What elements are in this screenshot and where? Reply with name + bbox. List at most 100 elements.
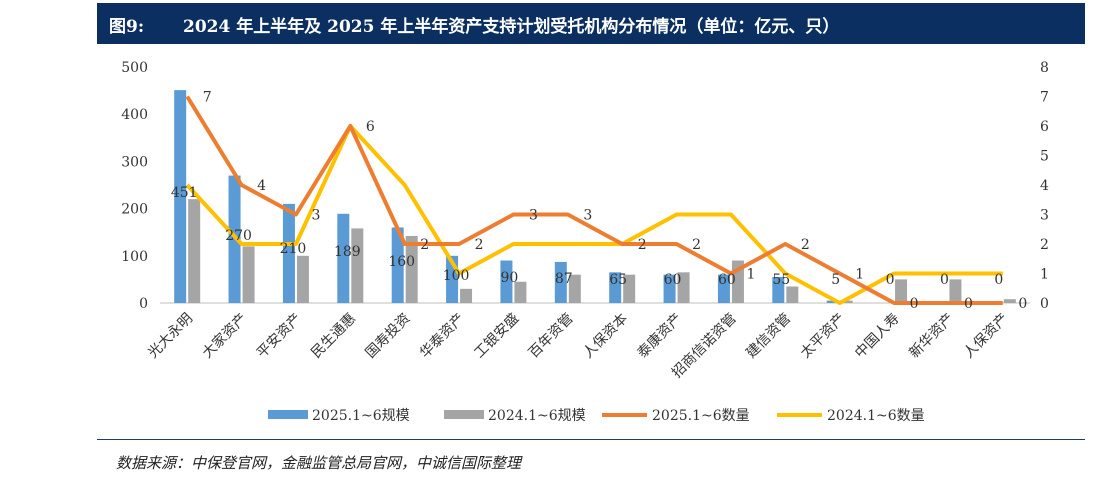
category-label: 中国人寿 — [851, 310, 903, 362]
bar-2025 — [609, 272, 622, 303]
category-label: 民生通惠 — [308, 311, 359, 362]
bar-value-label: 65 — [609, 272, 627, 288]
figure-title: 2024 年上半年及 2025 年上半年资产支持计划受托机构分布情况（单位：亿元… — [183, 17, 840, 37]
bar-2024 — [296, 255, 309, 303]
legend-label: 2025.1~6规模 — [312, 408, 410, 424]
category-label: 国寿投资 — [362, 310, 414, 362]
bottom-rule — [97, 439, 1085, 440]
line-value-label: 3 — [529, 208, 538, 224]
bar-value-label: 60 — [718, 272, 736, 288]
bar-value-label: 87 — [555, 271, 573, 287]
bar-2024 — [623, 274, 636, 303]
category-label: 百年资管 — [526, 311, 577, 362]
bar-2024 — [460, 288, 473, 303]
category-label: 人保资本 — [580, 311, 631, 362]
bar-2025 — [717, 274, 730, 303]
category-label: 工银安盛 — [471, 311, 522, 362]
line-value-label: 4 — [257, 178, 266, 194]
bar-2024 — [351, 228, 364, 303]
line-value-label: 7 — [203, 90, 212, 106]
right-axis-tick: 3 — [1040, 208, 1049, 224]
right-axis-tick: 2 — [1040, 237, 1049, 253]
right-axis-tick: 5 — [1040, 149, 1049, 165]
category-label: 平安资产 — [254, 311, 305, 362]
category-label: 大家资产 — [199, 310, 251, 362]
right-axis-tick: 7 — [1040, 90, 1049, 106]
line-value-label: 0 — [910, 296, 919, 312]
bar-value-label: 60 — [664, 272, 682, 288]
line-value-label: 2 — [475, 237, 484, 253]
left-axis-tick: 0 — [139, 296, 148, 312]
right-axis-tick: 6 — [1040, 119, 1049, 135]
bar-2025 — [391, 227, 404, 303]
bar-2024 — [677, 272, 690, 303]
line-value-label: 3 — [311, 208, 320, 224]
source-note: 数据来源：中保登官网，金融监管总局官网，中诚信国际整理 — [116, 454, 522, 472]
bar-2024 — [568, 274, 581, 303]
figure-label: 图9: — [109, 17, 145, 37]
legend-label: 2024.1~6规模 — [488, 408, 586, 424]
bar-2025 — [500, 260, 513, 303]
line-value-label: 1 — [746, 267, 755, 283]
left-axis-tick: 100 — [121, 249, 148, 265]
bar-2024 — [949, 279, 962, 303]
bar-value-label: 90 — [501, 270, 519, 286]
left-axis-tick: 300 — [121, 154, 148, 170]
bar-2025 — [826, 300, 839, 303]
category-label: 泰康资产 — [634, 310, 686, 362]
line-2025-count — [185, 95, 1003, 305]
line-value-label: 1 — [855, 267, 864, 283]
line-value-label: 2 — [692, 237, 701, 253]
left-axis-tick: 500 — [121, 60, 148, 76]
line-value-label: 2 — [420, 237, 429, 253]
bar-value-label: 5 — [831, 272, 840, 288]
bar-value-label: 160 — [388, 254, 415, 270]
right-axis-tick: 8 — [1040, 60, 1049, 76]
left-axis-tick: 200 — [121, 202, 148, 218]
title-bar: 图9: 2024 年上半年及 2025 年上半年资产支持计划受托机构分布情况（单… — [97, 3, 1085, 44]
right-axis-tick: 1 — [1040, 267, 1049, 283]
bar-value-label: 55 — [772, 272, 790, 288]
line-value-label: 2 — [801, 237, 810, 253]
bar-value-label: 100 — [443, 268, 470, 284]
category-label: 太平资产 — [798, 311, 849, 362]
bar-2024 — [514, 281, 527, 303]
legend-swatch — [444, 410, 484, 419]
bar-2024 — [242, 246, 255, 303]
line-value-label: 0 — [1018, 296, 1027, 312]
bar-value-label: 0 — [940, 272, 949, 288]
bar-2024 — [188, 199, 201, 303]
bar-2024 — [1003, 299, 1016, 303]
category-label: 新华资产 — [906, 311, 957, 362]
category-label: 人保资产 — [961, 311, 1012, 362]
left-axis-tick: 400 — [121, 107, 148, 123]
line-value-label: 2 — [638, 237, 647, 253]
right-axis-tick: 0 — [1040, 296, 1049, 312]
category-label: 华泰资产 — [417, 311, 468, 362]
right-axis-tick: 4 — [1040, 178, 1049, 194]
bar-value-label: 210 — [280, 241, 307, 257]
legend-label: 2024.1~6数量 — [827, 408, 925, 424]
legend-label: 2025.1~6数量 — [652, 408, 750, 424]
bar-2025 — [282, 203, 295, 303]
line-value-label: 6 — [366, 119, 375, 135]
bar-2025 — [337, 213, 350, 303]
bar-2024 — [405, 235, 418, 303]
line-2024-count — [185, 124, 1003, 305]
line-value-label: 0 — [964, 296, 973, 312]
bar-2025 — [663, 274, 676, 303]
bar-2024 — [786, 286, 799, 303]
bar-value-label: 0 — [994, 272, 1003, 288]
category-label: 建信资管 — [743, 311, 794, 362]
bar-2025 — [772, 277, 785, 303]
category-label: 光大永明 — [145, 311, 196, 362]
bar-2025 — [174, 90, 187, 304]
legend-swatch — [268, 410, 308, 419]
bar-2024 — [840, 300, 853, 303]
bar-value-label: 189 — [334, 244, 361, 260]
line-value-label: 3 — [583, 208, 592, 224]
bar-2025 — [554, 261, 567, 303]
bar-value-label: 0 — [886, 272, 895, 288]
bar-value-label: 451 — [171, 185, 198, 201]
